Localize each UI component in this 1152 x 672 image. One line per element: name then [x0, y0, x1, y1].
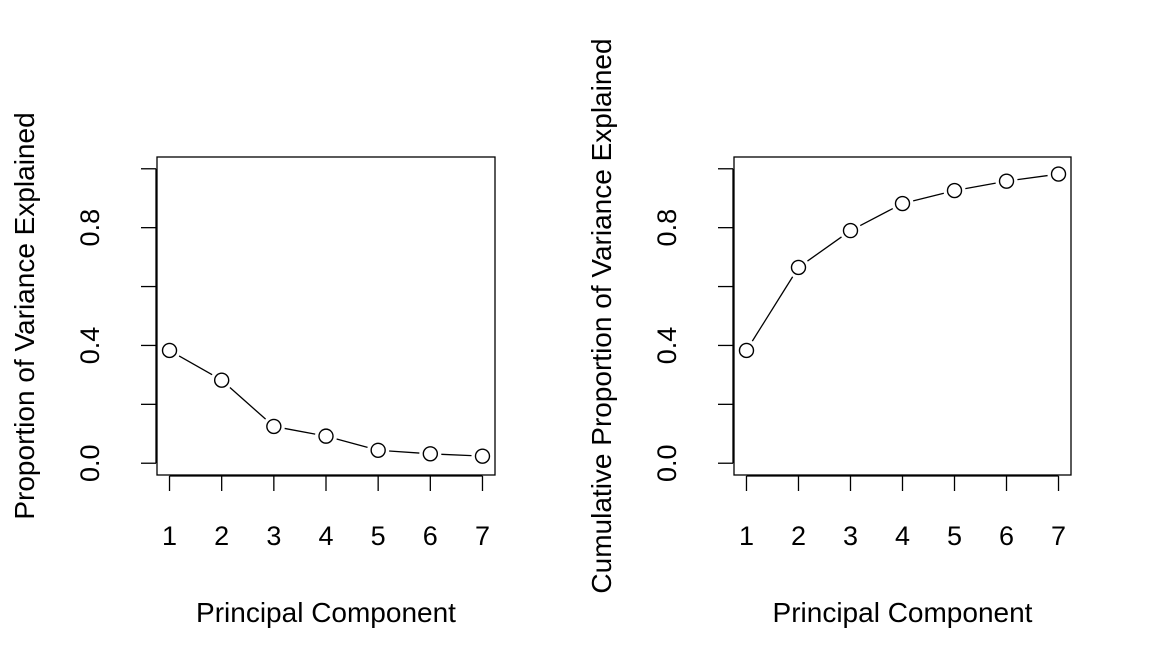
x-tick-label: 6	[999, 521, 1014, 551]
x-tick-label: 2	[791, 521, 806, 551]
x-tick-label: 2	[214, 521, 229, 551]
x-axis-title: Principal Component	[196, 597, 456, 628]
x-axis-title: Principal Component	[773, 597, 1033, 628]
series-line-segment	[284, 427, 316, 435]
y-axis-title: Proportion of Variance Explained	[9, 112, 40, 519]
y-axis-title: Cumulative Proportion of Variance Explai…	[586, 38, 617, 593]
series-line-segment	[859, 208, 894, 227]
series-line-segment	[751, 276, 794, 342]
data-point	[213, 372, 230, 388]
y-tick-label: 0.4	[75, 327, 105, 365]
x-tick-label: 1	[739, 521, 754, 551]
series-line-segment	[1017, 174, 1048, 181]
x-tick-label: 7	[475, 521, 490, 551]
series-line-segment	[965, 182, 996, 190]
series-line-segment	[229, 386, 267, 420]
y-tick-label: 0.8	[652, 209, 682, 247]
x-tick-label: 1	[162, 521, 177, 551]
data-point	[370, 442, 386, 458]
x-tick-label: 5	[371, 521, 386, 551]
variance-explained-panel: 1 2 3 4 5 6 7 0.0 0.4 0.8 Principal Component Propo…	[9, 112, 496, 628]
plot-frame	[733, 156, 1072, 476]
x-tick-label: 4	[318, 521, 333, 551]
data-point	[161, 342, 178, 359]
x-tick-label: 7	[1051, 521, 1066, 551]
data-point	[474, 448, 491, 464]
plot-frame	[156, 156, 496, 476]
data-point	[946, 182, 963, 199]
data-point	[318, 428, 334, 444]
series-line-segment	[913, 192, 944, 202]
cumulative-variance-panel: 1 2 3 4 5 6 7 0.0 0.4 0.8 Principal Component Cumul…	[586, 38, 1072, 628]
data-point	[266, 418, 282, 435]
data-point	[894, 195, 911, 212]
y-tick-label: 0.0	[652, 444, 682, 482]
x-tick-label: 3	[843, 521, 858, 551]
data-point	[842, 222, 859, 239]
series-line-segment	[807, 236, 842, 262]
x-tick-label: 3	[266, 521, 281, 551]
data-point	[998, 173, 1015, 189]
data-point	[790, 259, 807, 276]
x-tick-label: 5	[947, 521, 962, 551]
y-tick-label: 0.4	[652, 327, 682, 365]
series-line-segment	[178, 355, 213, 376]
x-tick-label: 6	[423, 521, 438, 551]
series-line-segment	[441, 453, 472, 457]
data-point	[738, 342, 755, 359]
data-point	[1050, 166, 1067, 182]
y-tick-label: 0.8	[75, 209, 105, 247]
x-tick-label: 4	[895, 521, 910, 551]
series-line-segment	[389, 450, 420, 454]
y-tick-label: 0.0	[75, 444, 105, 482]
data-point	[422, 446, 439, 462]
series-line-segment	[336, 438, 368, 449]
